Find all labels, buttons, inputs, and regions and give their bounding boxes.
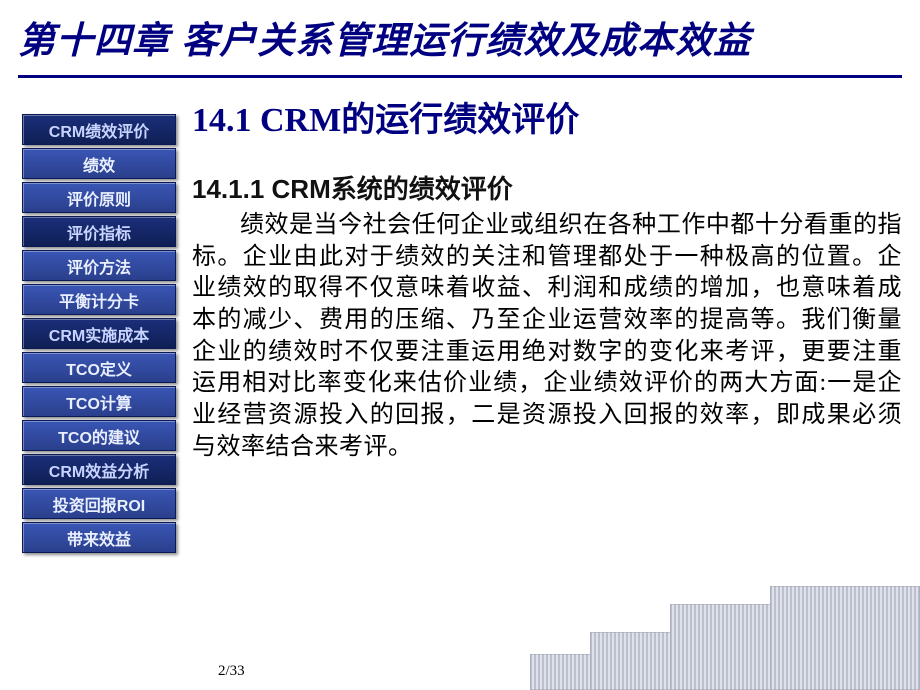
- body-paragraph: 绩效是当今社会任何企业或组织在各种工作中都十分看重的指标。企业由此对于绩效的关注…: [192, 210, 902, 463]
- section-title: 14.1 CRM的运行绩效评价: [192, 92, 902, 141]
- nav-item-2[interactable]: 评价原则: [22, 182, 176, 213]
- nav-item-10[interactable]: CRM效益分析: [22, 454, 176, 485]
- nav-item-label: 评价原则: [67, 186, 131, 210]
- nav-item-1[interactable]: 绩效: [22, 148, 176, 179]
- nav-item-9[interactable]: TCO的建议: [22, 420, 176, 451]
- nav-item-7[interactable]: TCO定义: [22, 352, 176, 383]
- sidebar-nav: CRM绩效评价绩效评价原则评价指标评价方法平衡计分卡 CRM实施成本 TCO定义 TC…: [22, 114, 176, 553]
- nav-item-label: 评价方法: [67, 254, 131, 278]
- content: 14.1 CRM的运行绩效评价 14.1.1 CRM系统的绩效评价 绩效是当今社…: [176, 92, 902, 463]
- nav-item-0[interactable]: CRM绩效评价: [22, 114, 176, 145]
- nav-item-6[interactable]: CRM实施成本: [22, 318, 176, 349]
- nav-item-label: 带来效益: [67, 526, 131, 550]
- body-wrap: CRM绩效评价绩效评价原则评价指标评价方法平衡计分卡 CRM实施成本 TCO定义 TC…: [0, 78, 920, 553]
- nav-item-12[interactable]: 带来效益: [22, 522, 176, 553]
- nav-item-label: CRM绩效评价: [49, 118, 149, 142]
- nav-item-label: 投资回报ROI: [53, 492, 145, 516]
- building-background: [530, 570, 920, 690]
- nav-item-label: TCO的建议: [58, 424, 140, 448]
- nav-item-label: CRM效益分析: [49, 458, 149, 482]
- nav-item-4[interactable]: 评价方法: [22, 250, 176, 281]
- nav-item-label: 平衡计分卡: [59, 288, 139, 312]
- nav-item-8[interactable]: TCO计算: [22, 386, 176, 417]
- subsection-title: 14.1.1 CRM系统的绩效评价: [192, 169, 902, 206]
- title-bar: 第十四章 客户关系管理运行绩效及成本效益: [0, 0, 920, 70]
- nav-item-label: CRM实施成本: [49, 322, 149, 346]
- nav-item-label: TCO定义: [66, 356, 132, 380]
- building-shape: [770, 586, 920, 690]
- nav-item-3[interactable]: 评价指标: [22, 216, 176, 247]
- nav-item-label: TCO计算: [66, 390, 132, 414]
- nav-item-label: 绩效: [83, 152, 115, 176]
- nav-item-11[interactable]: 投资回报ROI: [22, 488, 176, 519]
- page-number: 2/33: [218, 663, 245, 680]
- building-shape: [590, 632, 680, 690]
- nav-item-label: 评价指标: [67, 220, 131, 244]
- building-shape: [670, 604, 780, 690]
- building-shape: [530, 654, 600, 690]
- slide: 第十四章 客户关系管理运行绩效及成本效益 CRM绩效评价绩效评价原则评价指标评价…: [0, 0, 920, 690]
- nav-item-5[interactable]: 平衡计分卡: [22, 284, 176, 315]
- chapter-title: 第十四章 客户关系管理运行绩效及成本效益: [18, 10, 902, 64]
